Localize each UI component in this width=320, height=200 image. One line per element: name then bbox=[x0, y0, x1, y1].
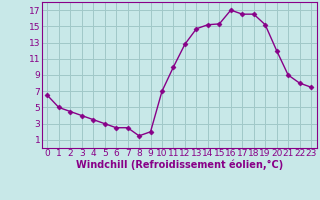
X-axis label: Windchill (Refroidissement éolien,°C): Windchill (Refroidissement éolien,°C) bbox=[76, 160, 283, 170]
